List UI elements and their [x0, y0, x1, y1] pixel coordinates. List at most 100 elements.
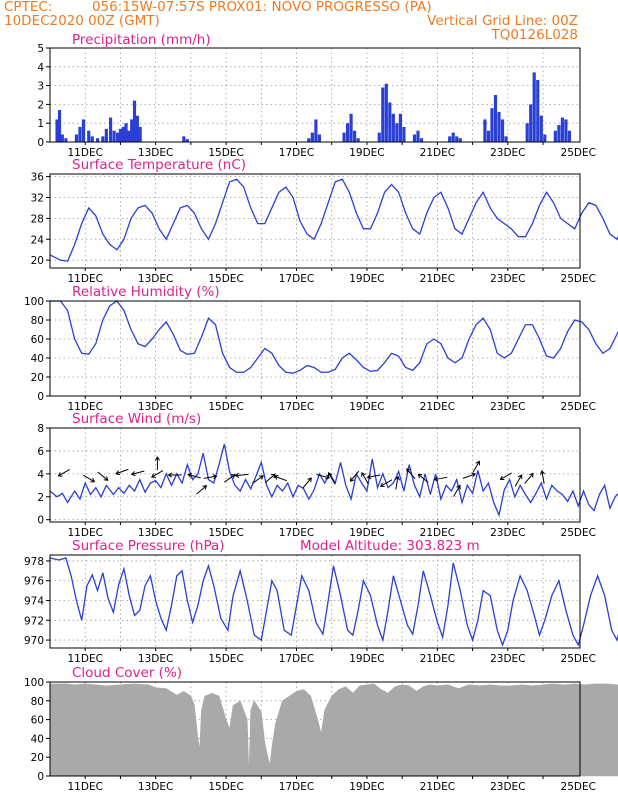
wind-arrow: [379, 479, 393, 487]
wind-arrow: [273, 474, 287, 482]
wind-arrow: [366, 474, 381, 480]
wind-x-tick-label: 21DEC: [420, 527, 455, 539]
precip-bar: [490, 108, 494, 142]
wind-arrow: [130, 470, 145, 477]
precip-bar: [116, 132, 120, 142]
precip-bar: [349, 113, 353, 142]
rh-x-tick-label: 23DEC: [490, 401, 525, 413]
precip-bar: [493, 95, 498, 142]
wind-y-tick-label: 8: [37, 423, 44, 435]
wind-arrow: [499, 472, 512, 481]
precip-bar: [112, 130, 116, 142]
precip-x-tick-label: 19DEC: [349, 147, 384, 159]
wind-arrow: [154, 456, 160, 471]
cloud-title: Cloud Cover (%): [72, 665, 182, 681]
precip-bar: [95, 138, 100, 142]
wind-arrow: [196, 485, 208, 495]
temp-x-tick-label: 25DEC: [561, 273, 596, 285]
pressure-y-axis: 970 972 974 976 978: [24, 556, 50, 647]
cloud-marks: [49, 683, 618, 777]
precip-bar: [124, 123, 128, 142]
pressure-title: Surface Pressure (hPa): [72, 538, 225, 554]
temp-frame: [49, 173, 581, 269]
precip-bar: [353, 130, 357, 142]
rh-x-axis: 11DEC 13DEC 15DEC 17DEC 19DEC 21DEC 23DEC 25DEC: [68, 396, 596, 413]
pressure-y-tick-label: 972: [24, 615, 44, 627]
wind-vectors: [57, 456, 545, 497]
wind-arrow: [252, 475, 264, 484]
cloud-y-tick-label: 40: [31, 733, 44, 745]
precip-bar: [500, 119, 505, 142]
temp-x-tick-label: 13DEC: [138, 273, 173, 285]
wind-x-tick-label: 17DEC: [279, 527, 314, 539]
wind-arrow: [417, 473, 429, 484]
precip-frame: [49, 47, 581, 143]
precip-bar: [118, 128, 123, 142]
precip-x-tick-label: 23DEC: [490, 147, 525, 159]
precip-bar: [395, 123, 399, 142]
precip-bar: [483, 119, 487, 142]
precip-bar: [182, 136, 186, 142]
precip-bar: [356, 138, 360, 142]
precip-bar: [455, 136, 459, 142]
precip-bar: [307, 138, 311, 142]
wind-arrow: [57, 469, 70, 477]
wind-arrow: [327, 472, 336, 485]
pressure-x-axis: 11DEC 13DEC 15DEC 17DEC 19DEC 21DEC 23DEC 25DEC: [68, 648, 596, 665]
precip-bar: [448, 136, 452, 142]
wind-arrow: [406, 468, 416, 480]
wind-y-axis: 0 2 4 6 8: [37, 423, 50, 527]
wind-x-tick-label: 19DEC: [349, 527, 384, 539]
precip-title: Precipitation (mm/h): [72, 32, 211, 48]
pressure-grid: [50, 555, 580, 648]
rh-x-tick-label: 13DEC: [138, 401, 173, 413]
rh-y-tick-label: 40: [31, 353, 44, 365]
cloud-x-tick-label: 23DEC: [490, 781, 525, 793]
wind-arrow: [349, 470, 360, 482]
wind-arrow: [462, 472, 477, 479]
pressure-annotation: Model Altitude: 303.823 m: [300, 538, 480, 554]
wind-arrow: [264, 473, 276, 484]
wind-panel: Surface Wind (m/s) 0 2 4 6 8 11DEC 13DEC 15DEC 17…: [37, 411, 618, 539]
precip-bar: [78, 126, 82, 142]
precip-bar: [391, 113, 395, 142]
wind-arrow: [524, 472, 534, 484]
wind-x-tick-label: 23DEC: [490, 527, 525, 539]
precip-marks: [55, 72, 572, 142]
cloud-panel: Cloud Cover (%) 0 20 40 60 80 100 11DEC 13DEC 15D…: [24, 665, 618, 793]
temp-y-axis: 20 24 28 32 36: [31, 172, 50, 267]
precip-bar: [57, 110, 62, 142]
rh-title: Relative Humidity (%): [72, 284, 220, 300]
wind-y-tick-label: 6: [37, 446, 44, 458]
cloud-y-axis: 0 20 40 60 80 100: [24, 677, 50, 783]
precip-y-tick-label: 3: [37, 81, 44, 93]
rh-y-tick-label: 0: [37, 391, 44, 403]
wind-marks: [49, 443, 618, 518]
rh-y-axis: 0 20 40 60 80 100: [24, 296, 50, 403]
cloud-x-tick-label: 11DEC: [68, 781, 103, 793]
pressure-y-tick-label: 970: [24, 635, 44, 647]
precip-bar: [132, 100, 137, 142]
precip-bar: [388, 102, 392, 142]
rh-x-tick-label: 25DEC: [561, 401, 596, 413]
temp-y-tick-label: 28: [31, 213, 44, 225]
precip-bar: [532, 72, 536, 142]
precip-bar: [135, 115, 139, 142]
temp-x-tick-label: 11DEC: [68, 273, 103, 285]
wind-x-axis: 11DEC 13DEC 15DEC 17DEC 19DEC 21DEC 23DEC 25DEC: [68, 522, 596, 539]
pressure-x-tick-label: 25DEC: [561, 653, 596, 665]
wind-y-tick-label: 0: [37, 515, 44, 527]
wind-x-tick-label: 13DEC: [138, 527, 173, 539]
wind-arrow: [539, 469, 545, 484]
rh-x-tick-label: 17DEC: [279, 401, 314, 413]
precip-bar: [345, 123, 350, 142]
pressure-x-tick-label: 15DEC: [208, 653, 243, 665]
precip-panel: Precipitation (mm/h) 0 1 2 3 4 5 11DEC 13DEC 15DE…: [37, 32, 596, 159]
pressure-y-tick-label: 976: [24, 576, 44, 588]
precip-x-axis: 11DEC 13DEC 15DEC 17DEC 19DEC 21DEC 23DEC 25DEC: [68, 142, 596, 159]
cloud-y-tick-label: 0: [37, 771, 44, 783]
wind-arrow: [115, 468, 129, 476]
wind-title: Surface Wind (m/s): [72, 411, 201, 427]
precip-bar: [342, 132, 346, 142]
